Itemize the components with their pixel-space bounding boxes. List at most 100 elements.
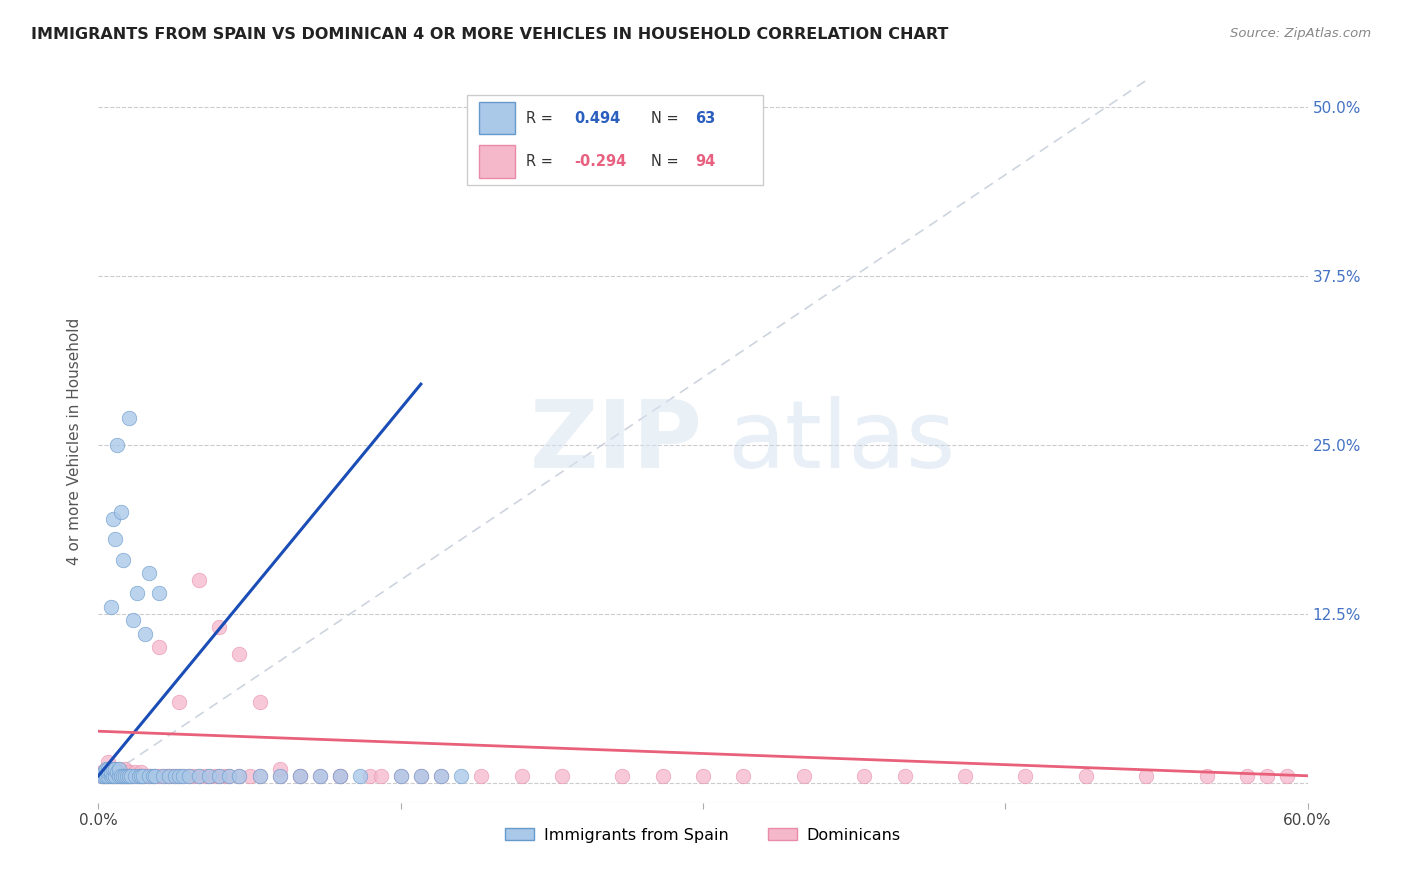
Point xyxy=(97,764,120,779)
Point xyxy=(329,769,352,783)
Point xyxy=(115,769,138,783)
Point xyxy=(163,769,186,783)
Point xyxy=(1256,769,1278,783)
Point xyxy=(228,769,250,783)
Point xyxy=(96,769,118,783)
Point xyxy=(152,769,174,783)
Point xyxy=(167,694,190,708)
Point xyxy=(181,769,204,783)
Point xyxy=(204,769,226,783)
Point xyxy=(114,769,136,783)
Point xyxy=(162,769,184,783)
Point xyxy=(118,411,141,425)
Point xyxy=(110,769,132,783)
Point xyxy=(309,769,332,783)
Point xyxy=(148,640,170,655)
Point xyxy=(1236,769,1258,783)
Point xyxy=(111,552,134,566)
Point xyxy=(179,769,201,783)
Point xyxy=(249,769,271,783)
Point xyxy=(269,769,291,783)
Point xyxy=(115,769,138,783)
Point xyxy=(692,769,714,783)
Point xyxy=(430,769,453,783)
Point xyxy=(100,599,122,614)
Point xyxy=(1074,769,1097,783)
Point xyxy=(132,769,155,783)
Point xyxy=(129,764,152,779)
Point xyxy=(1014,769,1036,783)
Point xyxy=(551,769,574,783)
Point xyxy=(409,769,432,783)
Point xyxy=(208,769,231,783)
Point xyxy=(329,769,352,783)
Point xyxy=(288,769,311,783)
Point xyxy=(97,764,120,779)
Point xyxy=(1195,769,1218,783)
Point xyxy=(288,769,311,783)
Point xyxy=(118,764,141,779)
Point xyxy=(91,769,114,783)
Point xyxy=(179,769,201,783)
Point xyxy=(128,769,150,783)
Point xyxy=(218,769,240,783)
Point xyxy=(121,769,143,783)
Legend: Immigrants from Spain, Dominicans: Immigrants from Spain, Dominicans xyxy=(499,822,907,849)
Point xyxy=(228,769,250,783)
Point xyxy=(124,764,146,779)
Text: IMMIGRANTS FROM SPAIN VS DOMINICAN 4 OR MORE VEHICLES IN HOUSEHOLD CORRELATION C: IMMIGRANTS FROM SPAIN VS DOMINICAN 4 OR … xyxy=(31,27,948,42)
Point xyxy=(124,769,146,783)
Point xyxy=(105,438,128,452)
Text: atlas: atlas xyxy=(727,395,956,488)
Point xyxy=(97,769,120,783)
Point xyxy=(97,769,120,783)
Point xyxy=(651,769,673,783)
Point xyxy=(100,769,122,783)
Point xyxy=(100,762,122,776)
Point xyxy=(269,769,291,783)
Point xyxy=(188,769,211,783)
Point xyxy=(101,769,124,783)
Point xyxy=(107,769,129,783)
Point xyxy=(409,769,432,783)
Point xyxy=(138,769,160,783)
Point xyxy=(239,769,262,783)
Point xyxy=(389,769,412,783)
Point xyxy=(101,512,124,526)
Point xyxy=(103,533,125,547)
Point xyxy=(100,764,122,779)
Point xyxy=(110,764,132,779)
Point xyxy=(100,769,122,783)
Point xyxy=(107,762,129,776)
Point xyxy=(97,756,120,770)
Point xyxy=(218,769,240,783)
Point xyxy=(103,762,125,776)
Point xyxy=(114,769,136,783)
Point xyxy=(288,769,311,783)
Point xyxy=(349,769,371,783)
Point xyxy=(107,762,129,776)
Point xyxy=(121,614,143,628)
Point xyxy=(172,769,194,783)
Point xyxy=(125,586,148,600)
Point xyxy=(103,762,125,776)
Point xyxy=(142,769,165,783)
Point xyxy=(269,762,291,776)
Point xyxy=(188,769,211,783)
Point xyxy=(93,769,115,783)
Point xyxy=(120,769,142,783)
Point xyxy=(249,694,271,708)
Point xyxy=(733,769,755,783)
Point xyxy=(114,762,136,776)
Point xyxy=(103,769,125,783)
Point xyxy=(105,764,128,779)
Point xyxy=(188,573,211,587)
Point xyxy=(134,627,156,641)
Point xyxy=(97,762,120,776)
Point xyxy=(450,769,472,783)
Point xyxy=(128,769,150,783)
Text: Source: ZipAtlas.com: Source: ZipAtlas.com xyxy=(1230,27,1371,40)
Point xyxy=(198,769,221,783)
Point xyxy=(101,764,124,779)
Point xyxy=(134,769,156,783)
